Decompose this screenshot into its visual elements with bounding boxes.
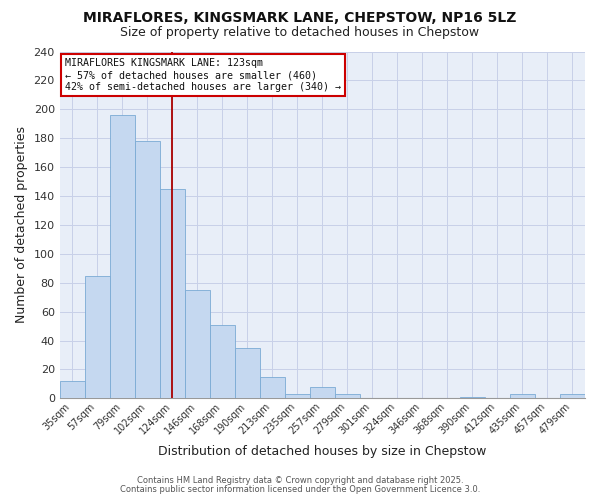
Text: MIRAFLORES, KINGSMARK LANE, CHEPSTOW, NP16 5LZ: MIRAFLORES, KINGSMARK LANE, CHEPSTOW, NP… <box>83 11 517 25</box>
Bar <box>260 376 285 398</box>
Text: Contains HM Land Registry data © Crown copyright and database right 2025.: Contains HM Land Registry data © Crown c… <box>137 476 463 485</box>
Bar <box>160 189 185 398</box>
Bar <box>335 394 360 398</box>
Text: MIRAFLORES KINGSMARK LANE: 123sqm
← 57% of detached houses are smaller (460)
42%: MIRAFLORES KINGSMARK LANE: 123sqm ← 57% … <box>65 58 341 92</box>
Bar <box>59 381 85 398</box>
Bar <box>135 141 160 399</box>
Bar <box>185 290 210 399</box>
Text: Contains public sector information licensed under the Open Government Licence 3.: Contains public sector information licen… <box>120 484 480 494</box>
Bar <box>460 397 485 398</box>
Bar <box>210 324 235 398</box>
Bar <box>560 394 585 398</box>
Bar <box>510 394 535 398</box>
Bar <box>235 348 260 399</box>
Bar <box>85 276 110 398</box>
Bar <box>310 387 335 398</box>
Bar <box>110 115 135 399</box>
Y-axis label: Number of detached properties: Number of detached properties <box>15 126 28 324</box>
Text: Size of property relative to detached houses in Chepstow: Size of property relative to detached ho… <box>121 26 479 39</box>
Bar <box>285 394 310 398</box>
X-axis label: Distribution of detached houses by size in Chepstow: Distribution of detached houses by size … <box>158 444 487 458</box>
